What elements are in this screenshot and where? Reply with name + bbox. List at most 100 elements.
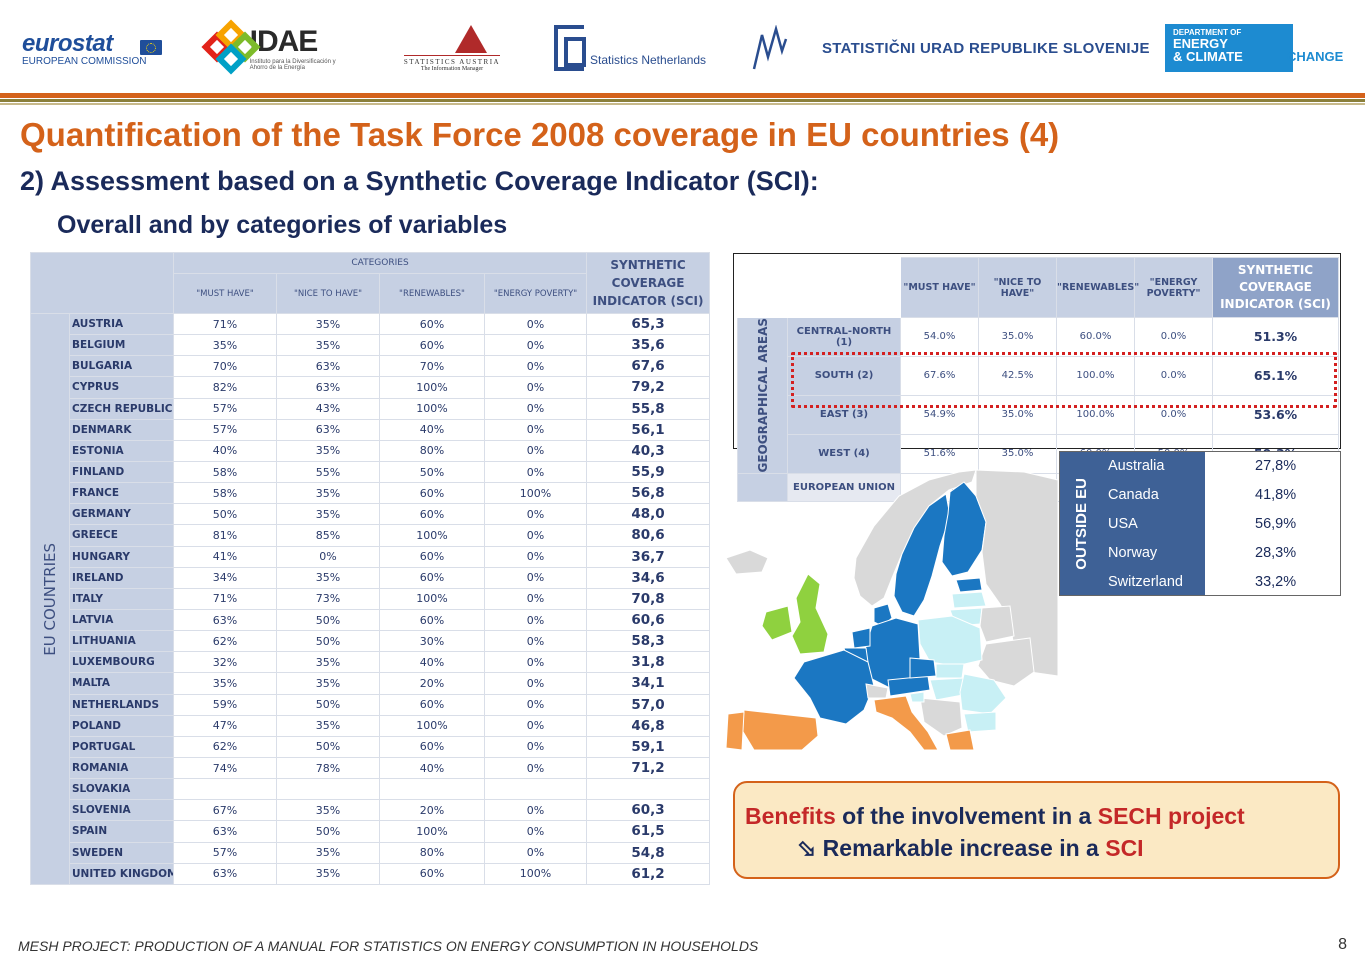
country-name: GERMANY [69, 503, 174, 526]
renewables-value [379, 778, 485, 801]
geo-side-label-cell: GEOGRAPHICAL AREAS [737, 317, 788, 474]
outside-eu-table: OUTSIDE EU Australia Canada USA Norway Switz… [1059, 451, 1341, 596]
idae-mark-icon [201, 19, 261, 75]
map-ireland [761, 605, 793, 641]
geo-table-row: SOUTH (2) 67.6% 42.5% 100.0% 0.0% 65.1% [738, 355, 1339, 396]
outside-eu-value-column: 27,8% 41,8% 56,9% 28,3% 33,2% [1205, 452, 1340, 595]
energy-poverty-value: 0% [483, 714, 588, 737]
country-name: LUXEMBOURG [69, 651, 174, 674]
must-have-value: 57% [173, 397, 277, 420]
cbs-glyph-icon [554, 25, 586, 71]
geo-col-must-have: "MUST HAVE" [900, 257, 979, 318]
slovenia-logo-text: STATISTIČNI URAD REPUBLIKE SLOVENIJE [822, 39, 1150, 57]
table-row: DENMARK 57% 63% 40% 0% 56,1 [31, 418, 711, 441]
geo-col-renewables: "RENEWABLES" [1056, 257, 1139, 318]
geo-corner-cell [737, 257, 901, 318]
area-sci: 51.3% [1212, 317, 1339, 357]
must-have-value: 81% [173, 524, 277, 547]
table-row: SPAIN 63% 50% 100% 0% 61,5 [31, 820, 711, 843]
idae-logo-sub: Instituto para la Diversificación y Ahor… [249, 59, 336, 71]
renewables-value: 60% [379, 566, 485, 589]
austria-logo-sub: The Information Manager [420, 65, 484, 72]
energy-poverty-value: 0% [483, 312, 588, 336]
country-name: GREECE [69, 524, 174, 547]
table-row: SLOVAKIA [31, 778, 711, 801]
map-portugal [725, 711, 745, 750]
area-name: CENTRAL-NORTH (1) [787, 317, 901, 357]
renewables-value: 60% [379, 334, 485, 357]
table-row: SWEDEN 57% 35% 80% 0% 54,8 [31, 841, 711, 864]
page-number: 8 [1338, 936, 1347, 953]
outside-eu-country: Norway [1108, 545, 1158, 561]
renewables-value: 50% [379, 460, 485, 484]
nice-to-have-value: 35% [276, 503, 380, 526]
eurostat-logo-sub: EUROPEAN COMMISSION [22, 55, 147, 67]
sci-value: 55,8 [586, 397, 711, 420]
table-row: NETHERLANDS 59% 50% 60% 0% 57,0 [31, 693, 711, 716]
energy-poverty-value: 100% [483, 862, 588, 885]
must-have-value: 58% [173, 482, 277, 505]
renewables-value: 100% [379, 587, 485, 610]
geo-col-nice-to-have: "NICE TO HAVE" [978, 257, 1057, 318]
must-have-value: 47% [173, 714, 277, 737]
sci-value: 36,7 [586, 545, 711, 568]
map-france [793, 649, 875, 725]
must-have-value: 63% [173, 608, 277, 632]
sci-value: 80,6 [586, 524, 711, 547]
must-have-value: 57% [173, 841, 277, 864]
country-name: BELGIUM [69, 334, 174, 357]
eu-countries-side-label-cell: EU COUNTRIES [30, 313, 70, 885]
sci-value: 57,0 [586, 693, 711, 716]
map-czech [909, 657, 937, 679]
table-row: ESTONIA 40% 35% 80% 0% 40,3 [31, 439, 711, 462]
renewables-value: 60% [379, 482, 485, 505]
table-row: BULGARIA 70% 63% 70% 0% 67,6 [31, 355, 711, 378]
outside-eu-country: Canada [1108, 487, 1159, 503]
renewables-value: 70% [379, 355, 485, 378]
must-have-value: 50% [173, 503, 277, 526]
table-row: IRELAND 34% 35% 60% 0% 34,6 [31, 566, 711, 589]
sci-value: 46,8 [586, 714, 711, 737]
sci-value: 60,3 [586, 799, 711, 822]
must-have-value: 41% [173, 545, 277, 568]
sci-value: 61,2 [586, 862, 711, 885]
nice-to-have-value: 50% [276, 608, 380, 632]
country-name: MALTA [69, 672, 174, 695]
sci-value: 34,1 [586, 672, 711, 695]
table-row: MALTA 35% 35% 20% 0% 34,1 [31, 672, 711, 695]
nice-to-have-value: 35% [276, 566, 380, 589]
nice-to-have-value: 0% [276, 545, 380, 568]
table-row: ROMANIA 74% 78% 40% 0% 71,2 [31, 756, 711, 780]
table-row: HUNGARY 41% 0% 60% 0% 36,7 [31, 545, 711, 568]
renewables-value: 60% [379, 608, 485, 632]
energy-poverty-value: 100% [483, 482, 588, 505]
renewables-value: 60% [379, 312, 485, 336]
nice-to-have-value: 78% [276, 756, 380, 780]
country-name: ROMANIA [69, 756, 174, 780]
table-row: ITALY 71% 73% 100% 0% 70,8 [31, 587, 711, 610]
table-row: GERMANY 50% 35% 60% 0% 48,0 [31, 503, 711, 526]
nice-to-have-value: 35% [276, 841, 380, 864]
country-name: LATVIA [69, 608, 174, 632]
energy-poverty-value: 0% [483, 735, 588, 758]
statistics-slovenia-logo: STATISTIČNI URAD REPUBLIKE SLOVENIJE [752, 18, 1152, 78]
renewables-value: 100% [379, 820, 485, 843]
map-spain [741, 709, 819, 750]
benefits-text-1: of the involvement in a [835, 803, 1098, 829]
area-sci: 65.1% [1212, 355, 1339, 396]
highlight-dotted-box [791, 352, 1337, 408]
renewables-value: 40% [379, 651, 485, 674]
table-row: LATVIA 63% 50% 60% 0% 60,6 [31, 608, 711, 632]
idae-logo: IDAE Instituto para la Diversificación y… [201, 18, 352, 78]
renewables-value: 60% [379, 545, 485, 568]
must-have-value: 62% [173, 735, 277, 758]
table-row: FINLAND 58% 55% 50% 0% 55,9 [31, 460, 711, 484]
map-belarus [979, 605, 1015, 643]
col-header-renewables: "RENEWABLES" [379, 273, 485, 314]
categories-header: CATEGORIES [172, 252, 588, 274]
must-have-value: 34% [173, 566, 277, 589]
map-iceland [725, 549, 769, 575]
area-must-have: 54.0% [900, 317, 979, 357]
table-row: UNITED KINGDOM 63% 35% 60% 100% 61,2 [31, 862, 711, 885]
area-must-have: 67.6% [900, 355, 979, 396]
